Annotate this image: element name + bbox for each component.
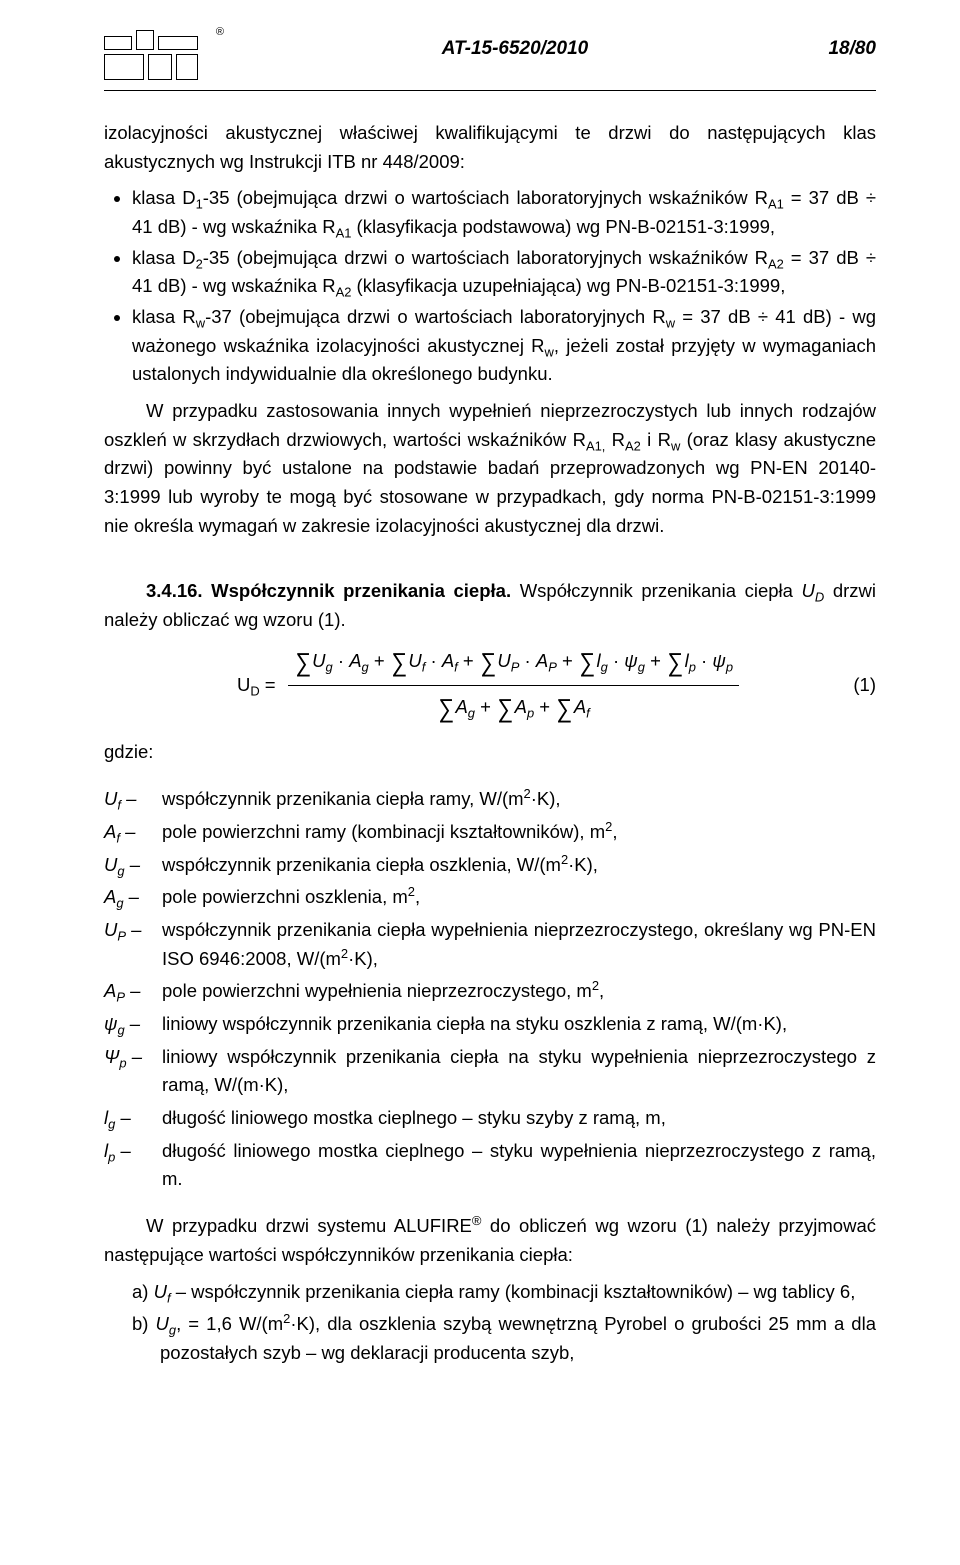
list-item: klasa Rw-37 (obejmująca drzwi o wartości… [132,303,876,389]
header-rule [104,90,876,91]
page-number: 18/80 [816,30,876,60]
abc-list: a) Uf – współczynnik przenikania ciepła … [104,1278,876,1368]
def-desc: pole powierzchni oszklenia, m2, [162,883,876,912]
def-desc: długość liniowego mostka cieplnego – sty… [162,1137,876,1194]
body: izolacyjności akustycznej właściwej kwal… [104,119,876,1368]
itb-logo: ® [104,30,214,84]
para-after-bullets: W przypadku zastosowania innych wypełnie… [104,397,876,540]
page-header: ® AT-15-6520/2010 18/80 [104,30,876,84]
doc-number: AT-15-6520/2010 [214,30,816,60]
def-desc: liniowy współczynnik przenikania ciepła … [162,1043,876,1100]
list-item: b) Ug, = 1,6 W/(m2·K), dla oszklenia szy… [132,1310,876,1367]
formula-fraction: ∑Ug · Ag + ∑Uf · Af + ∑UP · AP + ∑lg · ψ… [288,642,739,728]
def-sym: lg – [104,1104,162,1133]
def-sym: Uf – [104,785,162,814]
registered-mark: ® [216,26,224,38]
def-desc: współczynnik przenikania ciepła ramy, W/… [162,785,876,814]
list-item: klasa D1-35 (obejmująca drzwi o wartości… [132,184,876,241]
gdzie-label: gdzie: [104,738,876,767]
def-desc: współczynnik przenikania ciepła oszkleni… [162,851,876,880]
class-list: klasa D1-35 (obejmująca drzwi o wartości… [104,184,876,389]
def-sym: Ug – [104,851,162,880]
def-sym: UP – [104,916,162,945]
def-sym: Af – [104,818,162,847]
formula-1: UD = ∑Ug · Ag + ∑Uf · Af + ∑UP · AP + ∑l… [104,642,876,728]
section-head: 3.4.16. Współczynnik przenikania ciepła. [146,580,511,601]
formula-lhs: UD = [237,671,276,700]
def-sym: ψg – [104,1010,162,1039]
after-defs: W przypadku drzwi systemu ALUFIRE® do ob… [104,1212,876,1269]
equation-number: (1) [853,671,876,700]
lead-fragment: izolacyjności akustycznej właściwej kwal… [104,119,876,176]
def-desc: pole powierzchni ramy (kombinacji kształ… [162,818,876,847]
section-3-4-16: 3.4.16. Współczynnik przenikania ciepła.… [104,577,876,634]
definitions: Uf –współczynnik przenikania ciepła ramy… [104,785,876,1194]
formula-denominator: ∑Ag + ∑Ap + ∑Af [431,686,596,728]
list-item: a) Uf – współczynnik przenikania ciepła … [132,1278,876,1307]
def-desc: pole powierzchni wypełnienia nieprzezroc… [162,977,876,1006]
def-desc: współczynnik przenikania ciepła wypełnie… [162,916,876,973]
formula-numerator: ∑Ug · Ag + ∑Uf · Af + ∑UP · AP + ∑lg · ψ… [288,642,739,685]
def-sym: Ψp – [104,1043,162,1072]
def-desc: długość liniowego mostka cieplnego – sty… [162,1104,876,1133]
def-sym: lp – [104,1137,162,1166]
def-sym: Ag – [104,883,162,912]
def-sym: AP – [104,977,162,1006]
list-item: klasa D2-35 (obejmująca drzwi o wartości… [132,244,876,301]
def-desc: liniowy współczynnik przenikania ciepła … [162,1010,876,1039]
